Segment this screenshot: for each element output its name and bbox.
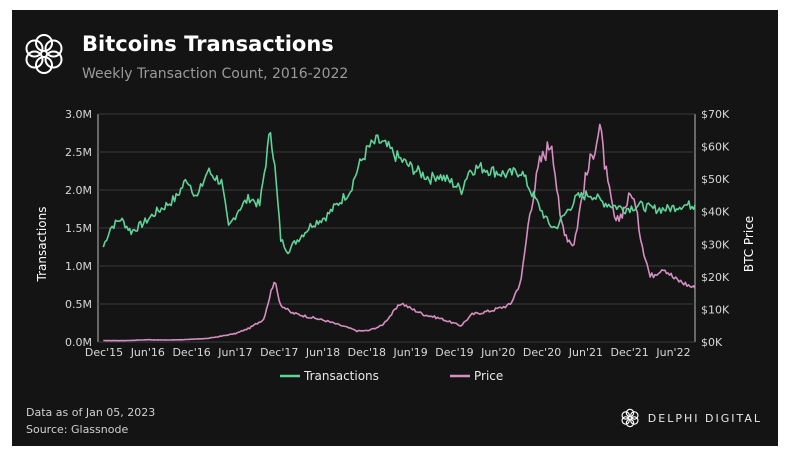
x-tick-label: Dec'20	[523, 346, 561, 359]
transactions-series-line	[102, 131, 696, 255]
chart-panel: Bitcoins Transactions Weekly Transaction…	[12, 10, 778, 446]
legend-transactions-label: Transactions	[303, 369, 379, 383]
x-tick-label: Jun'22	[655, 346, 690, 359]
x-tick-label: Dec'15	[85, 346, 123, 359]
series-layer	[102, 123, 696, 342]
right-tick-label: $20K	[701, 271, 730, 284]
price-series-line	[103, 123, 696, 342]
right-tick-label: $30K	[701, 238, 730, 251]
left-tick-label: 2.5M	[65, 146, 92, 159]
left-tick-label: 2.0M	[65, 184, 92, 197]
right-tick-label: $50K	[701, 173, 730, 186]
left-tick-label: 1.5M	[65, 222, 92, 235]
right-tick-label: $40K	[701, 206, 730, 219]
left-axis-label: Transactions	[35, 207, 49, 283]
right-tick-label: $70K	[701, 108, 730, 121]
chart-canvas: 0.0M 0.5M 1.0M 1.5M 2.0M 2.5M 3.0M $0K $10K $20K…	[35, 108, 756, 383]
x-tick-label: Jun'17	[217, 346, 252, 359]
x-tick-label: Jun'18	[305, 346, 340, 359]
right-tick-label: $60K	[701, 141, 730, 154]
chart-subtitle: Weekly Transaction Count, 2016-2022	[82, 66, 349, 82]
x-tick-label: Dec'17	[260, 346, 298, 359]
brand-name: DELPHI DIGITAL	[647, 411, 762, 425]
brand-signature: DELPHI DIGITAL	[620, 408, 762, 428]
delphi-logo-icon	[25, 34, 63, 74]
x-tick-label: Dec'21	[611, 346, 649, 359]
x-tick-label: Dec'18	[348, 346, 386, 359]
right-tick-label: $0K	[701, 336, 723, 349]
right-axis-ticks: $0K $10K $20K $30K $40K $50K $60K $70K	[701, 108, 730, 349]
legend: Transactions Price	[280, 369, 503, 383]
left-axis-ticks: 0.0M 0.5M 1.0M 1.5M 2.0M 2.5M 3.0M	[65, 108, 92, 349]
x-tick-label: Jun'16	[130, 346, 165, 359]
left-tick-label: 1.0M	[65, 260, 92, 273]
data-source-note: Source: Glassnode	[26, 423, 129, 436]
right-axis-label: BTC Price	[742, 216, 756, 272]
left-tick-label: 3.0M	[65, 108, 92, 121]
x-tick-label: Dec'19	[435, 346, 473, 359]
data-date-note: Data as of Jan 05, 2023	[26, 406, 156, 419]
x-tick-label: Jun'19	[393, 346, 428, 359]
x-tick-label: Jun'20	[480, 346, 515, 359]
left-tick-label: 0.5M	[65, 298, 92, 311]
x-tick-label: Dec'16	[172, 346, 210, 359]
right-tick-label: $10K	[701, 303, 730, 316]
x-tick-label: Jun'21	[568, 346, 603, 359]
chart-title: Bitcoins Transactions	[82, 32, 334, 56]
x-axis-ticks: Dec'15 Jun'16 Dec'16 Jun'17 Dec'17 Jun'18 Dec'…	[85, 346, 691, 359]
delphi-mark-icon	[621, 408, 639, 428]
left-tick-label: 0.0M	[65, 336, 92, 349]
legend-price-label: Price	[474, 369, 503, 383]
